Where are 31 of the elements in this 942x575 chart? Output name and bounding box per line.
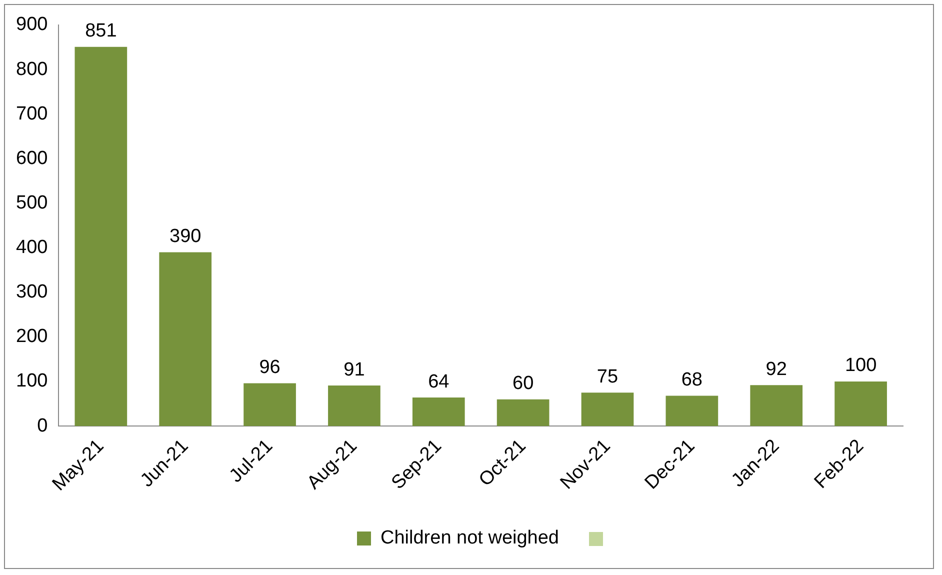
y-tick-label: 700: [16, 103, 48, 124]
data-label: 851: [85, 20, 117, 42]
bar: [74, 46, 128, 426]
y-tick-label: 900: [16, 14, 48, 36]
data-label: 64: [428, 371, 450, 392]
y-tick-label: 0: [37, 415, 48, 436]
y-tick-label: 100: [16, 370, 48, 392]
y-tick-label: 500: [16, 192, 48, 214]
y-tick-label: 800: [16, 58, 48, 80]
y-tick-label: 300: [16, 282, 48, 303]
bar: [496, 399, 550, 426]
data-label: 92: [766, 358, 787, 380]
data-label: 68: [681, 370, 702, 391]
bar: [328, 386, 380, 426]
y-tick-label: 600: [16, 148, 48, 169]
bar: [244, 383, 296, 426]
legend-label: Children not weighed: [380, 528, 560, 549]
data-label: 390: [169, 226, 202, 248]
data-label: 60: [512, 373, 534, 394]
bar: [666, 396, 718, 426]
bar: [412, 398, 465, 426]
data-label: 96: [259, 357, 280, 378]
y-tick-label: 400: [16, 237, 48, 258]
bar: [581, 392, 634, 426]
bar: [159, 252, 212, 426]
data-label: 75: [596, 366, 618, 388]
data-label: 100: [844, 355, 877, 376]
bar: [834, 382, 887, 426]
bar: [750, 385, 803, 426]
y-tick-label: 200: [16, 326, 48, 348]
data-label: 91: [344, 359, 365, 380]
